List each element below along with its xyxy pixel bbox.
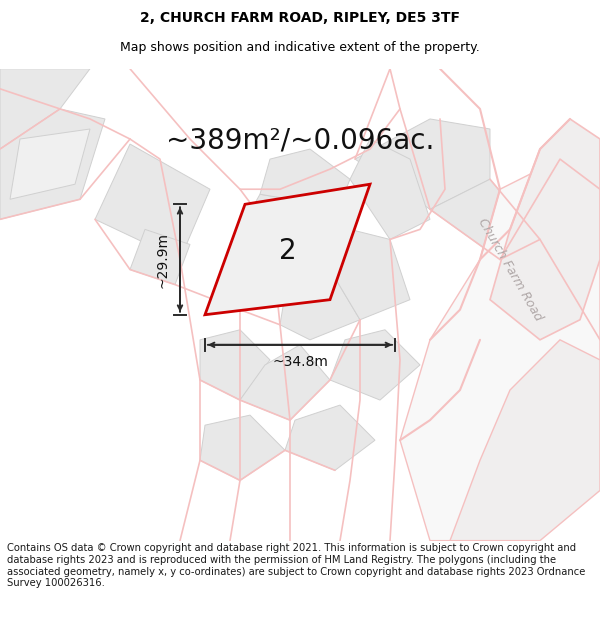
Polygon shape [280,264,360,340]
Polygon shape [10,129,90,199]
Polygon shape [400,159,600,541]
Polygon shape [430,179,540,259]
Polygon shape [240,345,330,420]
Polygon shape [95,144,210,259]
Polygon shape [350,139,430,239]
Text: ~389m²/~0.096ac.: ~389m²/~0.096ac. [166,126,434,154]
Polygon shape [0,69,90,149]
Text: Church Farm Road: Church Farm Road [475,216,545,323]
Text: ~34.8m: ~34.8m [272,355,328,369]
Polygon shape [450,340,600,541]
Polygon shape [130,229,190,284]
Polygon shape [355,119,490,209]
Text: Map shows position and indicative extent of the property.: Map shows position and indicative extent… [120,41,480,54]
Polygon shape [200,415,285,481]
Text: 2, CHURCH FARM ROAD, RIPLEY, DE5 3TF: 2, CHURCH FARM ROAD, RIPLEY, DE5 3TF [140,11,460,26]
Polygon shape [330,229,410,320]
Polygon shape [285,405,375,471]
Polygon shape [260,149,350,229]
Text: Contains OS data © Crown copyright and database right 2021. This information is : Contains OS data © Crown copyright and d… [7,544,586,588]
Polygon shape [0,109,105,219]
Polygon shape [490,119,600,340]
Text: ~29.9m: ~29.9m [156,231,170,288]
Polygon shape [240,194,330,264]
Polygon shape [330,330,420,400]
Polygon shape [205,184,370,315]
Polygon shape [200,330,270,400]
Text: 2: 2 [278,237,296,265]
